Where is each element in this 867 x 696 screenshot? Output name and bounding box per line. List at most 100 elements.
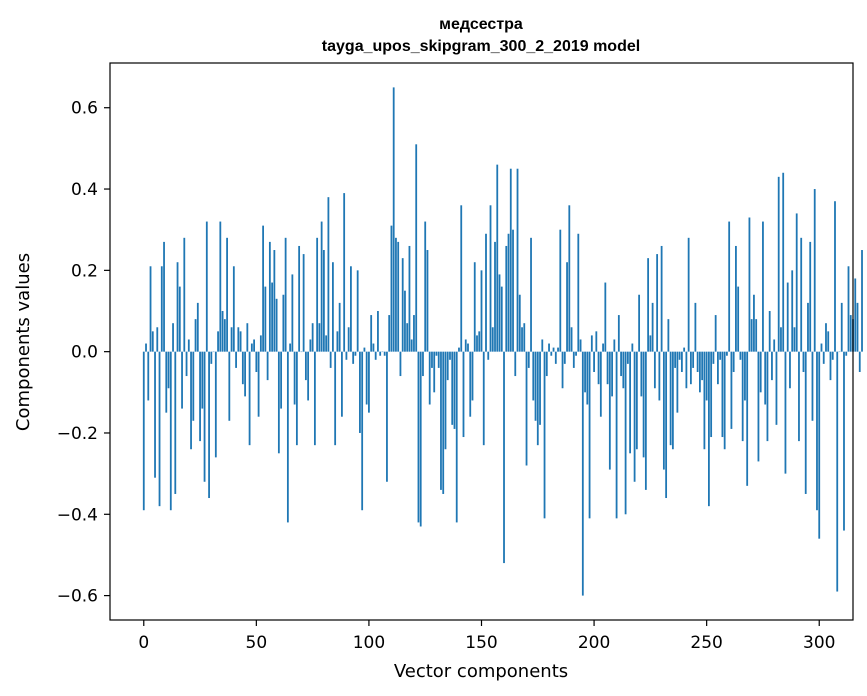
bar	[325, 335, 328, 352]
bar	[699, 351, 701, 393]
bar	[692, 351, 695, 368]
bar	[210, 351, 213, 364]
bar	[766, 351, 769, 442]
bar	[444, 351, 447, 450]
bar	[437, 351, 440, 368]
y-tick-label: 0.0	[71, 343, 98, 363]
bar	[404, 290, 406, 352]
bar	[735, 245, 737, 352]
bar	[505, 245, 508, 352]
bar	[518, 294, 521, 352]
bar	[773, 339, 776, 352]
bar	[721, 351, 724, 438]
bar	[757, 351, 760, 462]
bar	[545, 351, 548, 377]
bar	[435, 351, 438, 356]
bar	[608, 351, 611, 470]
bar	[559, 229, 562, 352]
bar	[226, 237, 228, 352]
bar	[753, 294, 755, 352]
bar	[512, 229, 514, 352]
bar	[746, 351, 749, 486]
bar	[379, 351, 382, 356]
bar	[399, 351, 402, 377]
bar	[413, 315, 415, 352]
bar	[802, 351, 805, 372]
bar	[606, 351, 609, 385]
bar	[656, 254, 659, 352]
bar	[800, 237, 803, 352]
bar	[147, 351, 150, 401]
bar	[696, 351, 699, 372]
bar	[554, 351, 557, 364]
bar	[352, 351, 355, 364]
bar	[259, 335, 262, 352]
bar	[536, 351, 539, 446]
chart-subtitle: tayga_upos_skipgram_300_2_2019 model	[322, 38, 640, 55]
bar	[485, 233, 487, 352]
bar	[498, 274, 501, 352]
bar	[854, 278, 857, 352]
bar	[534, 351, 537, 421]
bar	[158, 351, 161, 507]
bar	[428, 351, 431, 405]
bar	[775, 351, 778, 425]
bar	[451, 351, 454, 425]
bar	[590, 335, 593, 352]
x-tick-label: 250	[690, 633, 722, 653]
bar	[377, 311, 379, 352]
bar	[680, 351, 683, 372]
bar	[561, 351, 564, 389]
bar	[676, 351, 679, 413]
bar	[719, 351, 722, 360]
bar	[241, 351, 244, 385]
bar	[660, 245, 663, 352]
bar	[460, 205, 463, 352]
bar	[786, 282, 789, 352]
bar	[255, 351, 258, 372]
bar	[176, 262, 179, 352]
bar	[244, 351, 246, 397]
bar	[174, 351, 177, 494]
bar	[620, 351, 622, 377]
bar	[807, 302, 809, 352]
bar	[455, 351, 458, 523]
bar	[395, 237, 397, 352]
bar	[309, 339, 312, 352]
bar	[588, 351, 591, 519]
bar	[771, 351, 773, 381]
bar	[350, 266, 352, 352]
bar	[674, 351, 677, 368]
bar	[169, 351, 172, 511]
bar	[275, 298, 278, 352]
bar	[442, 351, 445, 494]
bar	[388, 315, 391, 352]
bar	[253, 339, 255, 352]
bar	[521, 327, 523, 352]
bar	[361, 351, 364, 511]
bar	[530, 237, 532, 352]
bar	[145, 343, 147, 352]
bar	[239, 331, 242, 352]
bar	[257, 351, 260, 417]
bar	[232, 266, 235, 352]
bar	[219, 221, 222, 352]
bar	[424, 221, 427, 352]
bar	[250, 343, 253, 352]
bar	[374, 351, 377, 360]
bar	[458, 347, 460, 352]
bar	[793, 327, 796, 352]
bar	[683, 347, 686, 352]
bar	[336, 331, 339, 352]
bar	[302, 254, 305, 352]
bar	[762, 221, 764, 352]
bar	[271, 282, 274, 352]
bar	[268, 241, 271, 352]
bar	[633, 351, 636, 482]
bar	[433, 351, 436, 393]
bar	[849, 315, 852, 352]
bar	[509, 168, 512, 352]
bar	[539, 351, 541, 425]
bar	[818, 351, 821, 539]
